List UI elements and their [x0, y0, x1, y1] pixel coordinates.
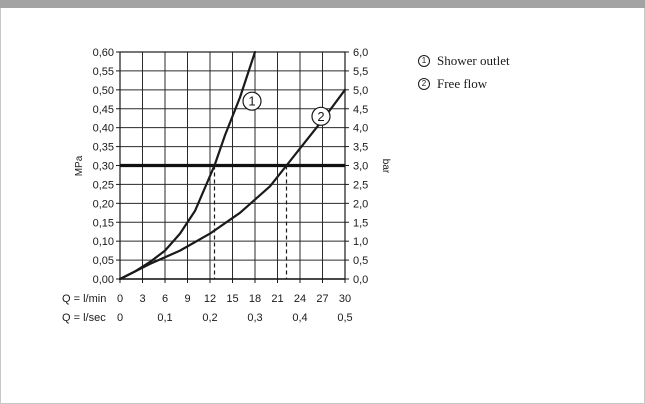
- y-tick-label-bar: 5,0: [353, 85, 368, 97]
- y-tick-label-bar: 1,0: [353, 236, 368, 248]
- y-tick-label-mpa: 0,00: [93, 274, 114, 286]
- x-tick-label-lmin: 6: [162, 293, 168, 305]
- x-axis-label-lmin: Q = l/min: [62, 293, 106, 305]
- series-marker-circle-2: [311, 106, 331, 126]
- top-bar: [0, 0, 645, 8]
- x-tick-label-lmin: 21: [271, 293, 283, 305]
- series-markers: 12: [242, 91, 331, 126]
- y-tick-label-bar: 6,0: [353, 47, 368, 59]
- y-axis-label-left: MPa: [74, 155, 85, 176]
- reference-lines: [120, 163, 345, 279]
- y-tick-label-bar: 2,5: [353, 179, 368, 191]
- y-tick-label-bar: 3,5: [353, 142, 368, 154]
- series-line-2: [118, 88, 347, 281]
- marker-1-icon: 1: [418, 54, 430, 67]
- series-marker-label-1: 1: [248, 94, 255, 109]
- x-tick-label-lmin: 18: [249, 293, 261, 305]
- y-tick-label-mpa: 0,45: [93, 104, 114, 116]
- legend-label-shower-outlet: Shower outlet: [437, 52, 510, 68]
- y-tick-label-mpa: 0,40: [93, 123, 114, 135]
- series-marker-label-2: 2: [317, 109, 324, 124]
- x-tick-label-lmin: 3: [139, 293, 145, 305]
- x-tick-label-lmin: 30: [339, 293, 351, 305]
- marker-2-icon: 2: [418, 77, 430, 90]
- x-tick-label-lmin: 9: [184, 293, 190, 305]
- x-tick-label-lsec: 0,2: [202, 312, 217, 324]
- y-tick-label-mpa: 0,35: [93, 142, 114, 154]
- x-tick-label-lmin: 27: [316, 293, 328, 305]
- x-tick-label-lmin: 0: [117, 293, 123, 305]
- y-tick-label-mpa: 0,05: [93, 255, 114, 267]
- y-tick-label-bar: 4,0: [353, 123, 368, 135]
- y-tick-label-mpa: 0,20: [93, 198, 114, 210]
- y-tick-label-bar: 0,0: [353, 274, 368, 286]
- series-marker-circle-1: [242, 91, 262, 111]
- x-tick-label-lmin: 15: [226, 293, 238, 305]
- x-axis-label-lsec: Q = l/sec: [62, 312, 106, 324]
- axes: [116, 51, 349, 283]
- y-tick-label-bar: 5,5: [353, 66, 368, 78]
- x-tick-label-lsec: 0,1: [157, 312, 172, 324]
- legend-label-free-flow: Free flow: [437, 75, 488, 91]
- series-curves: [118, 50, 347, 281]
- y-tick-label-bar: 2,0: [353, 198, 368, 210]
- y-tick-label-mpa: 0,50: [93, 85, 114, 97]
- x-tick-label-lsec: 0,5: [337, 312, 352, 324]
- legend-item-shower-outlet: 1 Shower outlet: [418, 49, 510, 72]
- legend: 1 Shower outlet 2 Free flow: [418, 49, 510, 95]
- y-tick-label-mpa: 0,25: [93, 179, 114, 191]
- y-tick-label-mpa: 0,30: [93, 161, 114, 173]
- y-tick-label-bar: 1,5: [353, 217, 368, 229]
- y-tick-label-mpa: 0,55: [93, 66, 114, 78]
- x-tick-label-lsec: 0,4: [292, 312, 307, 324]
- x-tick-label-lsec: 0: [117, 312, 123, 324]
- y-tick-label-mpa: 0,10: [93, 236, 114, 248]
- x-tick-label-lmin: 12: [204, 293, 216, 305]
- y-tick-label-bar: 4,5: [353, 104, 368, 116]
- x-tick-label-lmin: 24: [294, 293, 306, 305]
- y-tick-label-bar: 0,5: [353, 255, 368, 267]
- legend-item-free-flow: 2 Free flow: [418, 72, 510, 95]
- y-tick-label-bar: 3,0: [353, 161, 368, 173]
- tick-labels: 0 3 6 9 12 15 18 21 24 27 300,000,050,100,150,200,…: [93, 47, 369, 324]
- y-tick-label-mpa: 0,60: [93, 47, 114, 59]
- y-axis-label-right: bar: [380, 159, 391, 174]
- y-tick-label-mpa: 0,15: [93, 217, 114, 229]
- x-tick-label-lsec: 0,3: [247, 312, 262, 324]
